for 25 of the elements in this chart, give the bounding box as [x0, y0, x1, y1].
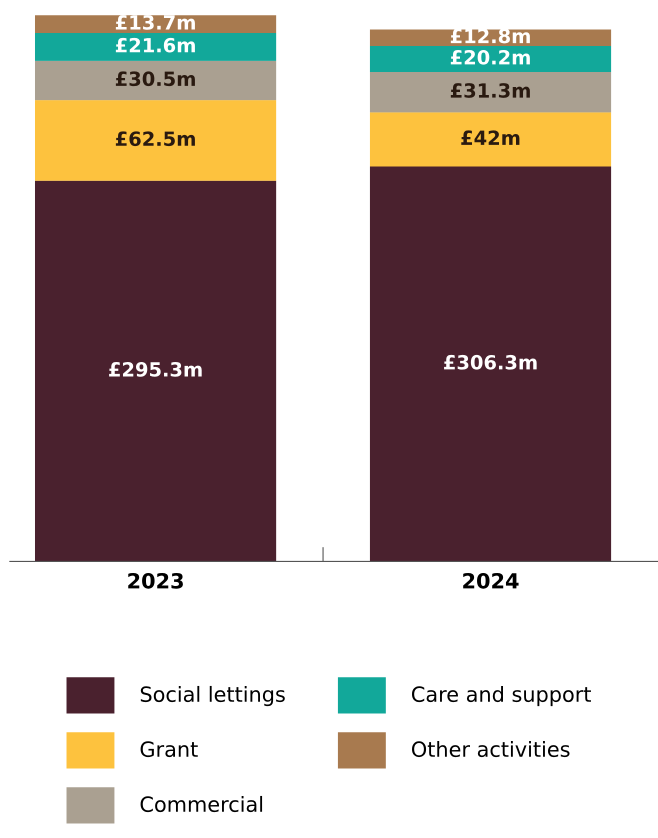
data-label: £21.6m	[116, 38, 195, 53]
data-label: £12.8m	[450, 28, 530, 44]
data-label: £295.3m	[109, 362, 202, 377]
legend-label: Commercial	[140, 796, 262, 812]
data-label: £31.3m	[450, 83, 530, 98]
bar	[34, 100, 276, 181]
legend-label: Grant	[140, 741, 198, 758]
bar	[370, 46, 612, 72]
bar	[370, 72, 612, 112]
data-label: £20.2m	[450, 50, 530, 65]
bar	[34, 180, 276, 562]
x-tick-label: 2024	[463, 572, 519, 589]
bar	[34, 32, 276, 61]
data-label: £13.7m	[116, 15, 195, 30]
bar	[34, 60, 276, 100]
legend-label: Social lettings	[140, 686, 285, 706]
data-label: £306.3m	[444, 354, 537, 370]
data-label: £42m	[461, 130, 520, 145]
legend-label: Care and support	[412, 686, 591, 706]
data-label: £62.5m	[116, 131, 195, 146]
data-label: £30.5m	[116, 71, 195, 86]
x-tick-label: 2023	[128, 572, 183, 589]
bar	[370, 112, 612, 167]
bar	[370, 166, 612, 562]
legend-label: Other activities	[412, 740, 570, 758]
